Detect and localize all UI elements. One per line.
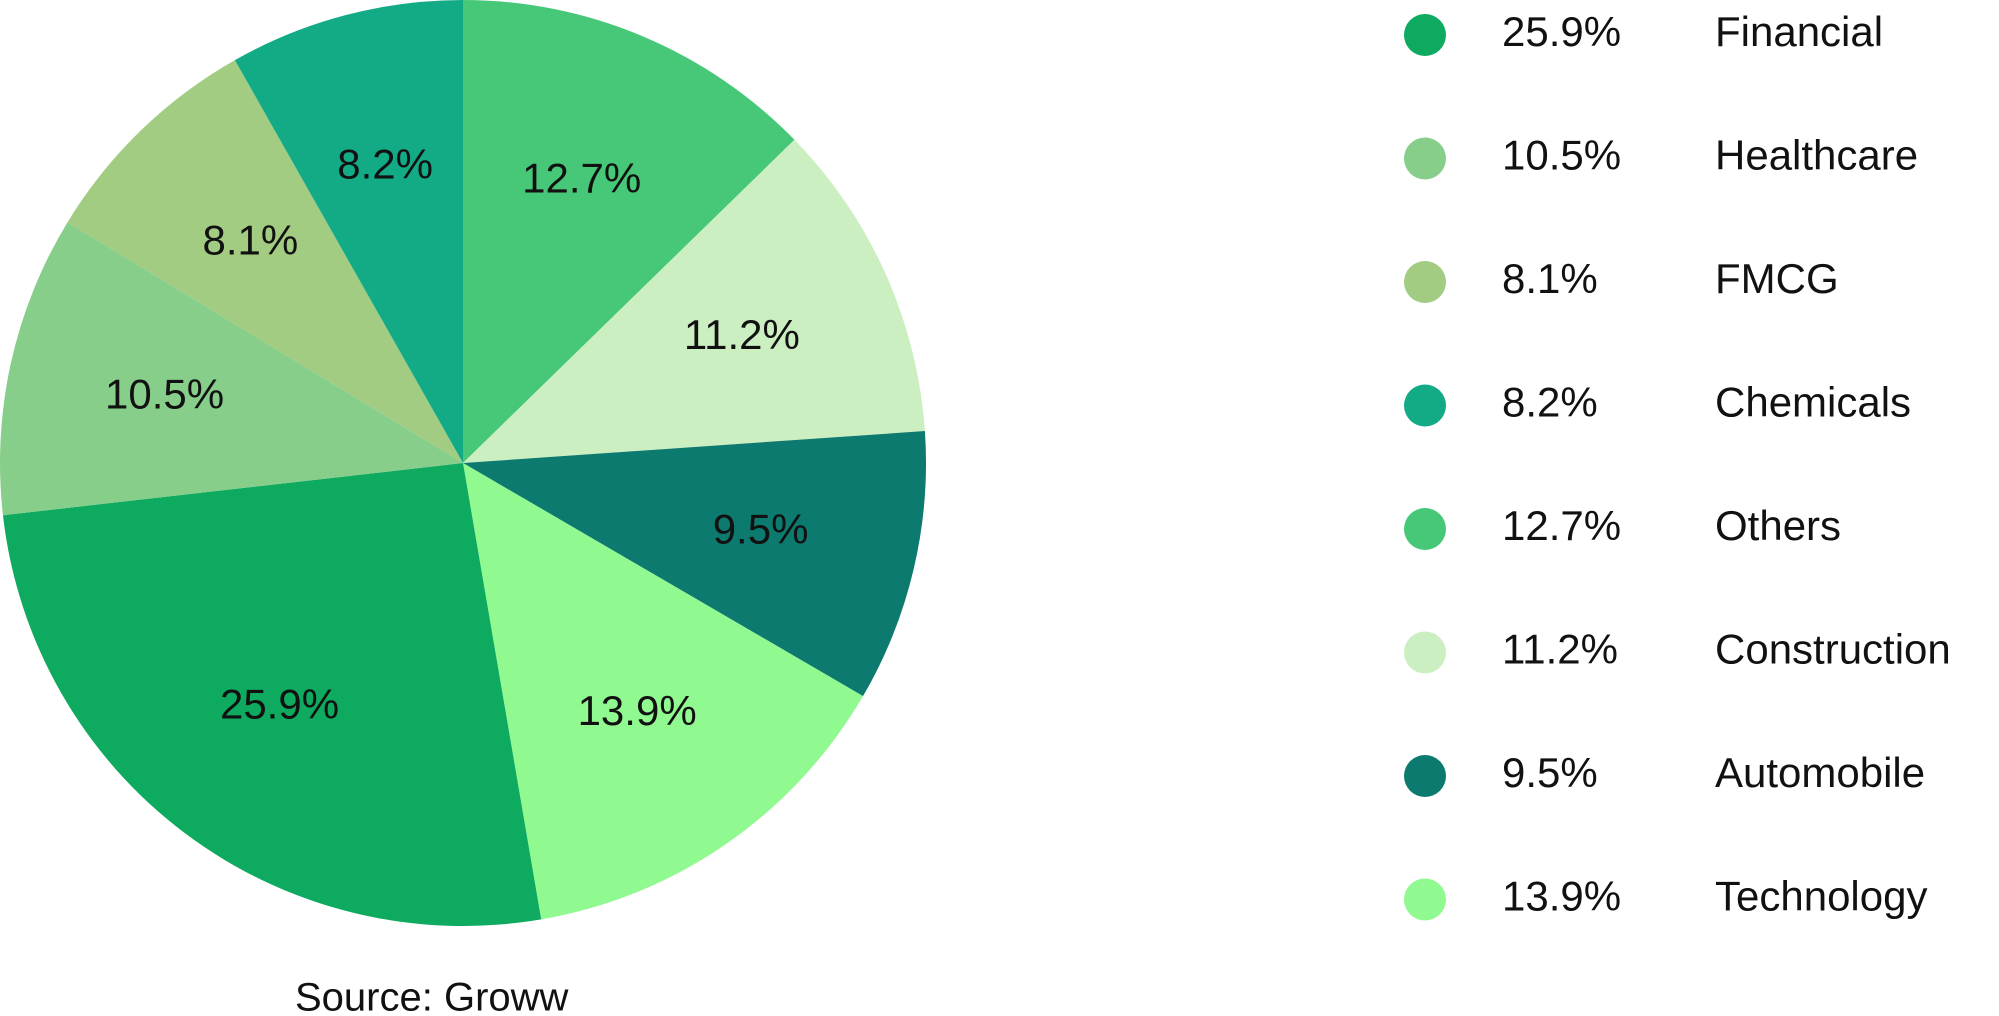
pie-slice-automobile — [463, 431, 926, 697]
legend-swatch — [1404, 631, 1446, 674]
legend-swatch — [1404, 755, 1446, 797]
pie-slice-construction — [463, 139, 925, 464]
legend-value: 11.2% — [1502, 626, 1618, 673]
legend-value: 13.9% — [1502, 873, 1621, 920]
legend-name: Healthcare — [1715, 132, 1918, 179]
legend-item-automobile: 9.5% Automobile — [1404, 749, 1925, 797]
slice-label-others: 12.7% — [522, 155, 641, 202]
legend-item-fmcg: 8.1% FMCG — [1404, 255, 1839, 303]
slice-label-automobile: 9.5% — [713, 506, 809, 553]
legend-value: 8.2% — [1502, 379, 1598, 426]
legend-item-others: 12.7% Others — [1404, 502, 1841, 550]
pie-slice-fmcg — [67, 60, 464, 464]
slice-label-financial: 25.9% — [220, 680, 339, 727]
legend-name: FMCG — [1715, 255, 1839, 302]
slice-label-technology: 13.9% — [578, 687, 697, 734]
legend-swatch — [1404, 14, 1446, 56]
pie-slice-technology — [463, 463, 863, 920]
pie-slice-healthcare — [0, 222, 463, 516]
legend-value: 9.5% — [1502, 749, 1598, 796]
legend-name: Technology — [1715, 873, 1927, 920]
legend-swatch — [1404, 384, 1446, 427]
legend-item-financial: 25.9% Financial — [1404, 8, 1883, 56]
slice-label-healthcare: 10.5% — [105, 370, 224, 417]
legend-name: Others — [1715, 502, 1841, 549]
legend-swatch — [1404, 508, 1446, 550]
pie-slices — [0, 0, 926, 926]
legend-value: 25.9% — [1502, 8, 1621, 55]
legend-item-chemicals: 8.2% Chemicals — [1404, 379, 1911, 427]
legend-value: 8.1% — [1502, 255, 1598, 302]
slice-label-fmcg: 8.1% — [202, 217, 298, 264]
legend-value: 10.5% — [1502, 132, 1621, 179]
legend-name: Financial — [1715, 8, 1883, 55]
slice-label-chemicals: 8.2% — [337, 141, 433, 188]
legend-swatch — [1404, 878, 1446, 921]
legend-swatch — [1404, 137, 1446, 180]
legend-item-construction: 11.2% Construction — [1404, 626, 1951, 674]
pie-slice-others — [463, 0, 795, 463]
legend-item-technology: 13.9% Technology — [1404, 873, 1927, 921]
legend-item-healthcare: 10.5% Healthcare — [1404, 132, 1918, 180]
legend-name: Chemicals — [1715, 379, 1911, 426]
legend-swatch — [1404, 261, 1446, 303]
source-caption: Source: Groww — [295, 976, 569, 1016]
legend: 25.9% Financial 10.5% Healthcare 8.1% FMCG 8.2… — [1404, 8, 1951, 921]
pie-slice-chemicals — [234, 0, 463, 463]
legend-name: Automobile — [1715, 749, 1925, 796]
legend-name: Construction — [1715, 626, 1951, 673]
pie-slice-financial — [2, 463, 542, 926]
slice-label-construction: 11.2% — [684, 311, 800, 358]
pie-slice-labels: 12.7% 11.2% 9.5% 13.9% 25.9% 10.5% 8.1% 8.2% — [105, 141, 808, 735]
legend-value: 12.7% — [1502, 502, 1621, 549]
